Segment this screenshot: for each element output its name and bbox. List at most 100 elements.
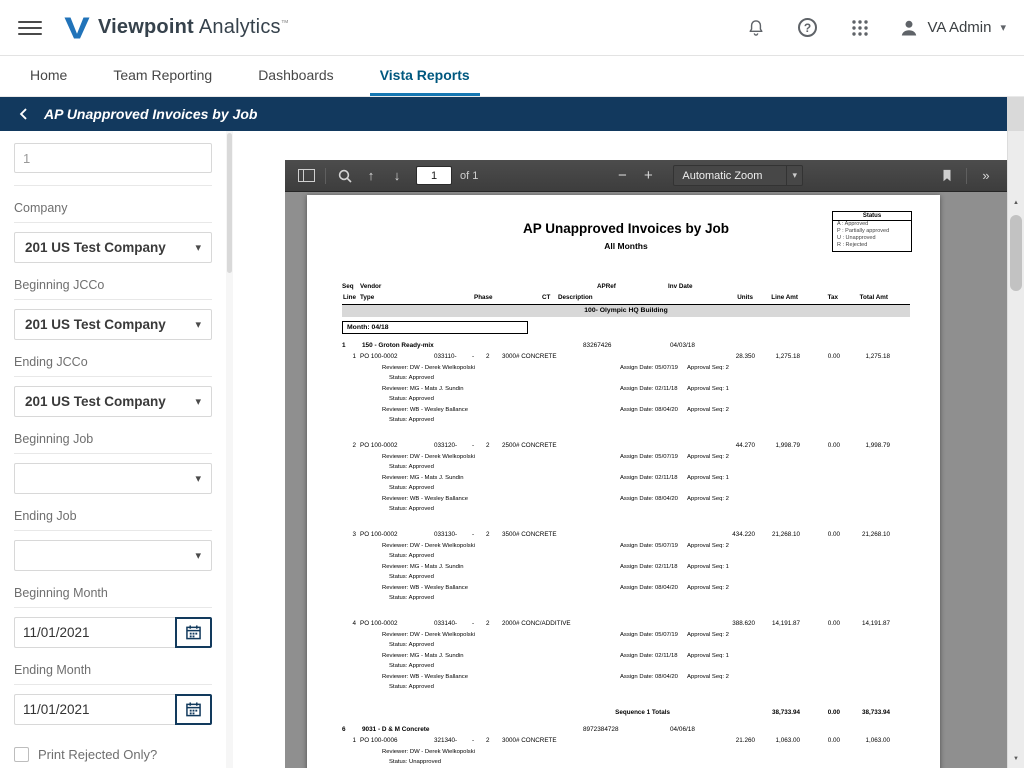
field-ending-jcco: Ending JCCo 201 US Test Company ▾ bbox=[14, 355, 212, 417]
reviewer-status: Status: Approved bbox=[389, 395, 434, 402]
previous-page-button[interactable]: ↑ bbox=[358, 164, 384, 188]
report-column-headers: Seq Vendor APRef Inv Date Line Type Phas… bbox=[342, 281, 910, 305]
cell-description: 2000# CONC/ADDITIVE bbox=[502, 620, 571, 627]
approval-seq bbox=[687, 748, 910, 758]
calendar-button[interactable] bbox=[175, 617, 212, 648]
chevron-left-icon bbox=[19, 108, 27, 120]
reviewer-row: Reviewer: MG - Mats J. Sundin Assign Date… bbox=[342, 474, 910, 484]
notifications-button[interactable] bbox=[743, 15, 769, 41]
brand-trademark: ™ bbox=[280, 18, 289, 28]
zoom-out-button[interactable]: − bbox=[609, 164, 635, 188]
reviewer-name: Reviewer: DW - Derek Wielkopolski bbox=[382, 749, 475, 755]
scroll-up-icon: ▲ bbox=[1013, 200, 1019, 206]
totals-label: Sequence 1 Totals bbox=[615, 709, 670, 716]
invoice-line-row: 1 PO 100-0002 033110- - 2 3000# CONCRETE 28.35… bbox=[342, 352, 910, 362]
double-chevron-right-icon: » bbox=[982, 168, 990, 183]
primary-nav: Home Team Reporting Dashboards Vista Report… bbox=[0, 56, 1024, 97]
approval-seq: Approval Seq: 1 bbox=[687, 564, 729, 570]
reviewer-status: Status: Approved bbox=[389, 662, 434, 669]
cell-dash: - bbox=[472, 442, 475, 449]
print-rejected-checkbox[interactable] bbox=[14, 747, 29, 762]
person-icon bbox=[901, 20, 916, 35]
zoom-in-icon: + bbox=[643, 167, 653, 184]
invoice-line-block: 4 PO 100-0002 033140- - 2 2000# CONC/ADDITIVE… bbox=[342, 619, 910, 692]
viewpoint-logo: Viewpoint Analytics™ bbox=[64, 16, 289, 40]
reviewer-name: Reviewer: DW - Derek Wielkopolski bbox=[382, 632, 475, 638]
assign-date: Assign Date: 08/04/20 bbox=[620, 674, 678, 680]
cell-line: 3 bbox=[352, 531, 356, 538]
field-label: Ending Job bbox=[14, 509, 212, 531]
tab-dashboards[interactable]: Dashboards bbox=[258, 66, 334, 83]
cell-ct: 2 bbox=[486, 353, 490, 360]
reviewer-status: Status: Unapproved bbox=[389, 758, 442, 765]
assign-date: Assign Date: 02/11/18 bbox=[620, 475, 678, 481]
cell-units: 44.270 bbox=[735, 442, 755, 449]
invoice-line-block: 2 PO 100-0002 033120- - 2 2500# CONCRETE 44.27… bbox=[342, 441, 910, 514]
select-beginning-job[interactable]: ▾ bbox=[14, 463, 212, 494]
tab-home[interactable]: Home bbox=[30, 66, 68, 83]
bookmark-button[interactable] bbox=[934, 164, 960, 188]
cell-units: 388.620 bbox=[732, 620, 755, 627]
sidebar-scrollbar[interactable] bbox=[226, 131, 233, 768]
tab-team-reporting[interactable]: Team Reporting bbox=[113, 66, 213, 83]
calendar-button[interactable] bbox=[175, 694, 212, 725]
cell-po: PO 100-0002 bbox=[360, 620, 398, 627]
brand-bold: Viewpoint bbox=[98, 16, 194, 38]
field-label: Ending JCCo bbox=[14, 355, 212, 377]
pdf-viewer: ↑ ↓ of 1 − + Automatic Zoom ▾ » bbox=[285, 160, 1007, 768]
date-input-ending-month[interactable] bbox=[14, 694, 175, 725]
approval-seq: Approval Seq: 1 bbox=[687, 475, 729, 481]
approval-seq: Approval Seq: 2 bbox=[687, 454, 729, 460]
pdf-canvas-area: AP Unapproved Invoices by Job All Months… bbox=[285, 192, 1007, 768]
next-page-button[interactable]: ↓ bbox=[384, 164, 410, 188]
chevron-down-icon: ▾ bbox=[195, 550, 201, 562]
reviewer-row: Reviewer: WB - Wesley Ballance Assign Dat… bbox=[342, 584, 910, 594]
zoom-select[interactable]: Automatic Zoom ▾ bbox=[673, 165, 803, 186]
back-button[interactable] bbox=[14, 104, 34, 124]
date-input-beginning-month[interactable] bbox=[14, 617, 175, 648]
toolbar-more-button[interactable]: » bbox=[973, 164, 999, 188]
totals-total-amt: 38,733.94 bbox=[861, 709, 890, 716]
reviewer-name: Reviewer: WB - Wesley Ballance bbox=[382, 585, 468, 591]
user-menu[interactable]: VA Admin ▾ bbox=[899, 18, 1006, 38]
sidebar-scrollbar-thumb[interactable] bbox=[227, 133, 232, 273]
cell-total-amt: 1,275.18 bbox=[865, 353, 890, 360]
page-number-input[interactable] bbox=[416, 166, 452, 185]
pdf-toolbar: ↑ ↓ of 1 − + Automatic Zoom ▾ » bbox=[285, 160, 1007, 192]
menu-icon[interactable] bbox=[18, 16, 42, 40]
help-button[interactable]: ? bbox=[795, 15, 821, 41]
reviewer-indent bbox=[342, 748, 382, 758]
select-ending-jcco[interactable]: 201 US Test Company ▾ bbox=[14, 386, 212, 417]
tab-vista-reports[interactable]: Vista Reports bbox=[369, 56, 480, 96]
assign-date: Assign Date: 02/11/18 bbox=[620, 564, 678, 570]
reviewer-status: Status: Approved bbox=[389, 683, 434, 690]
reviewer-name: Reviewer: MG - Mats J. Sundin bbox=[382, 475, 464, 481]
user-name: VA Admin bbox=[927, 19, 992, 36]
zoom-in-button[interactable]: + bbox=[635, 164, 661, 188]
col-ct: CT bbox=[542, 294, 551, 301]
select-beginning-jcco[interactable]: 201 US Test Company ▾ bbox=[14, 309, 212, 340]
apps-grid-button[interactable] bbox=[847, 15, 873, 41]
select-ending-job[interactable]: ▾ bbox=[14, 540, 212, 571]
invoice-line-block: 1 PO 100-0002 033110- - 2 3000# CONCRETE 28.35… bbox=[342, 352, 910, 425]
col-apref: APRef bbox=[597, 283, 616, 290]
help-icon: ? bbox=[798, 18, 818, 37]
pdf-scrollbar-thumb[interactable] bbox=[1010, 215, 1022, 291]
vendor-name: 150 - Groton Ready-mix bbox=[362, 342, 434, 349]
reviewer-name: Reviewer: WB - Wesley Ballance bbox=[382, 674, 468, 680]
select-company[interactable]: 201 US Test Company ▾ bbox=[14, 232, 212, 263]
approval-seq: Approval Seq: 2 bbox=[687, 585, 729, 591]
reviewer-row: Reviewer: DW - Derek Wielkopolski Assign … bbox=[342, 542, 910, 552]
arrow-down-icon: ↓ bbox=[393, 168, 401, 183]
scroll-up-button[interactable]: ▲ bbox=[1008, 195, 1024, 211]
toggle-sidebar-button[interactable] bbox=[293, 164, 319, 188]
reviewer-indent bbox=[342, 495, 382, 505]
parameter-input[interactable] bbox=[14, 143, 212, 173]
select-value: 201 US Test Company bbox=[25, 394, 166, 409]
scroll-down-button[interactable]: ▼ bbox=[1008, 751, 1024, 767]
search-button[interactable] bbox=[332, 164, 358, 188]
reviewer-indent bbox=[342, 673, 382, 683]
apps-grid-icon bbox=[851, 19, 868, 36]
pdf-scrollbar[interactable]: ▲ ▼ bbox=[1007, 131, 1024, 768]
